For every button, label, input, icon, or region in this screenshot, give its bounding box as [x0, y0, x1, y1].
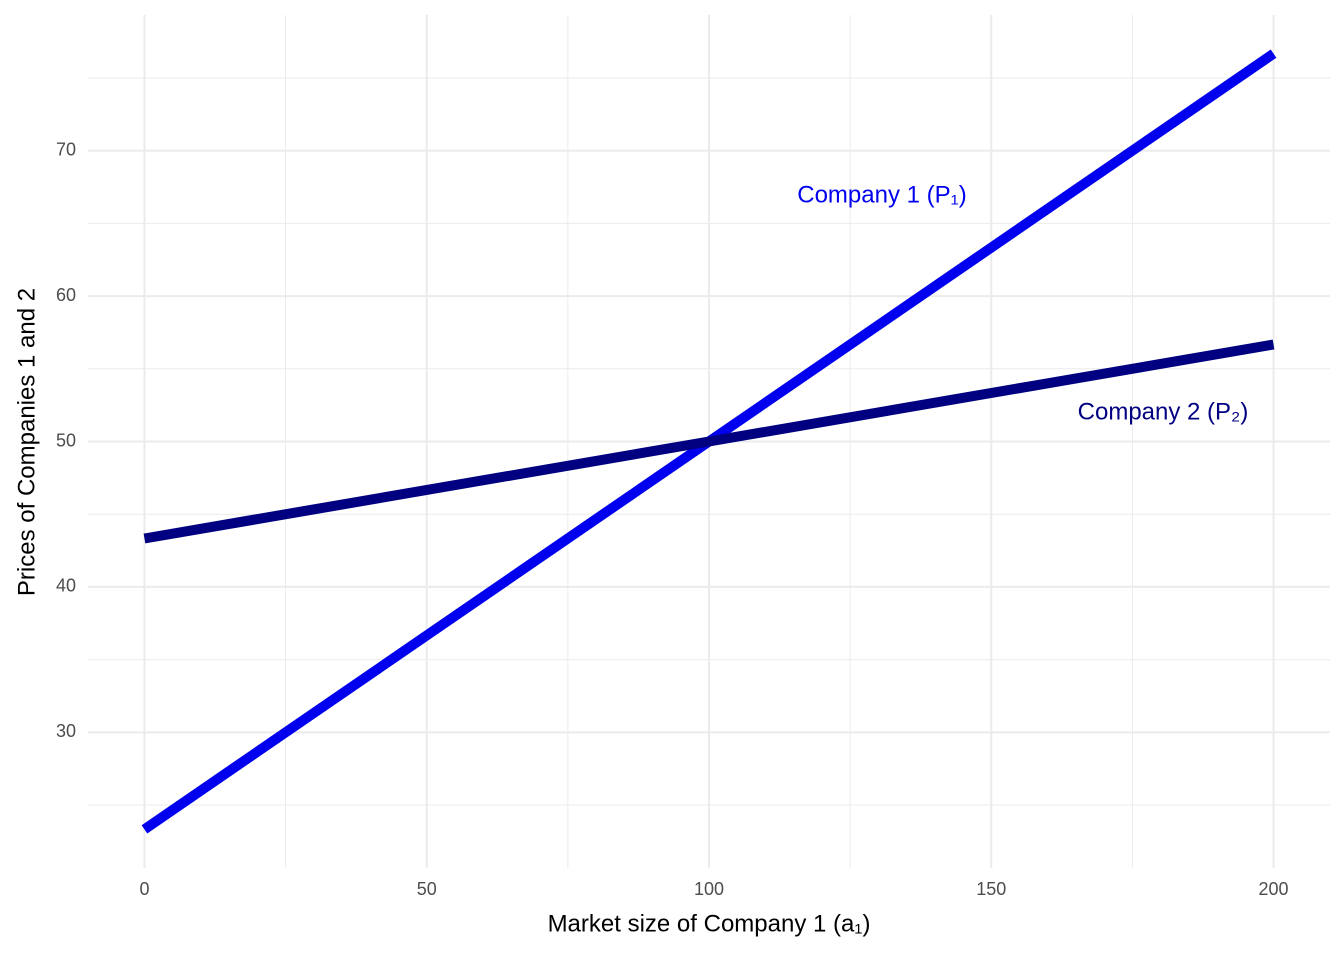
series-label: Company 2 (P₂): [1078, 398, 1249, 425]
y-axis-title: Prices of Companies 1 and 2: [13, 288, 40, 596]
x-tick-label: 0: [139, 879, 149, 899]
x-tick-label: 200: [1259, 879, 1289, 899]
y-tick-label: 30: [56, 721, 76, 741]
y-tick-label: 60: [56, 285, 76, 305]
series-label: Company 1 (P₁): [797, 181, 967, 208]
y-tick-label: 70: [56, 139, 76, 159]
y-tick-label: 50: [56, 430, 76, 450]
x-tick-label: 100: [694, 879, 724, 899]
series-line: [143, 339, 1275, 544]
y-tick-label: 40: [56, 576, 76, 596]
x-tick-label: 50: [417, 879, 437, 899]
x-axis-title: Market size of Company 1 (a₁): [548, 910, 871, 937]
x-tick-label: 150: [976, 879, 1006, 899]
